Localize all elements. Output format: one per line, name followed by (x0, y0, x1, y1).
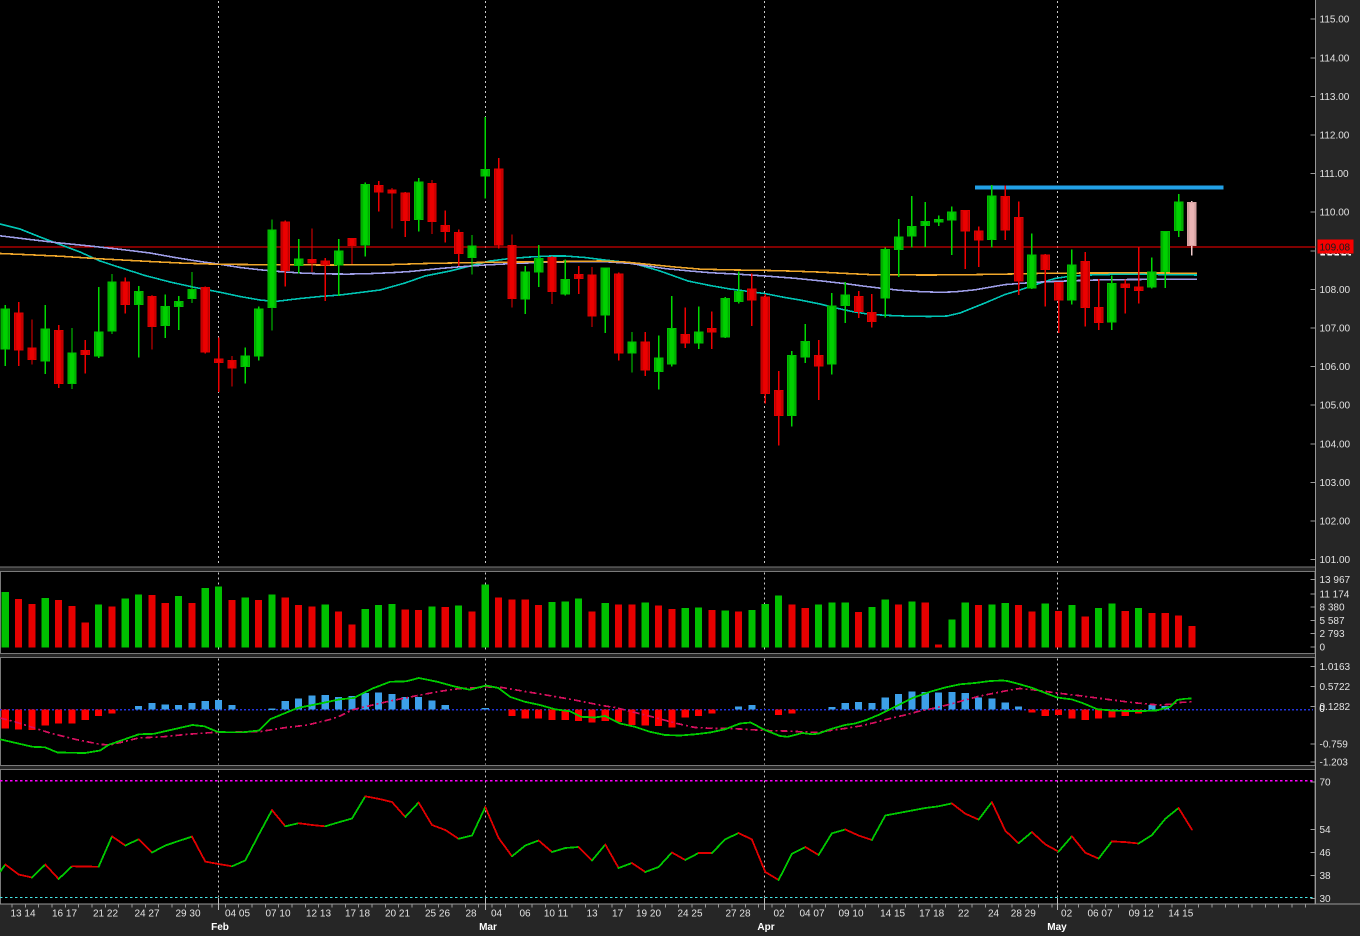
svg-text:113.00: 113.00 (1320, 92, 1350, 103)
svg-text:110.00: 110.00 (1320, 208, 1350, 219)
svg-text:25 26: 25 26 (425, 909, 450, 920)
svg-text:106.00: 106.00 (1320, 362, 1351, 373)
svg-text:0: 0 (1319, 704, 1325, 715)
svg-text:13 967: 13 967 (1320, 575, 1351, 586)
svg-text:107.00: 107.00 (1320, 324, 1351, 335)
svg-text:101.00: 101.00 (1320, 555, 1351, 566)
svg-text:14 15: 14 15 (1168, 909, 1193, 920)
svg-text:19 20: 19 20 (636, 909, 661, 920)
svg-text:8 380: 8 380 (1320, 603, 1345, 614)
svg-text:-0.759: -0.759 (1320, 740, 1349, 751)
svg-text:30: 30 (1320, 894, 1332, 905)
svg-text:29 30: 29 30 (175, 909, 200, 920)
svg-text:13: 13 (586, 909, 598, 920)
svg-text:04 07: 04 07 (799, 909, 824, 920)
svg-text:17: 17 (612, 909, 624, 920)
svg-text:114.00: 114.00 (1320, 53, 1350, 64)
svg-text:108.00: 108.00 (1320, 285, 1351, 296)
svg-text:17 18: 17 18 (919, 909, 944, 920)
svg-text:-1.203: -1.203 (1320, 758, 1349, 769)
svg-text:24 27: 24 27 (134, 909, 159, 920)
svg-text:12 13: 12 13 (306, 909, 331, 920)
svg-text:13 14: 13 14 (10, 909, 35, 920)
svg-text:28: 28 (465, 909, 477, 920)
svg-text:105.00: 105.00 (1320, 401, 1351, 412)
svg-text:70: 70 (1320, 778, 1332, 789)
svg-text:14 15: 14 15 (880, 909, 905, 920)
svg-text:10 11: 10 11 (544, 909, 569, 920)
svg-text:38: 38 (1320, 871, 1332, 882)
svg-text:02: 02 (1061, 909, 1073, 920)
svg-text:0.5722: 0.5722 (1320, 682, 1351, 693)
svg-text:0: 0 (1320, 643, 1326, 654)
svg-text:24 25: 24 25 (677, 909, 702, 920)
svg-text:04: 04 (491, 909, 503, 920)
svg-text:06: 06 (519, 909, 531, 920)
svg-text:115.00: 115.00 (1320, 15, 1350, 26)
svg-text:21 22: 21 22 (93, 909, 118, 920)
svg-text:May: May (1047, 922, 1067, 933)
svg-text:1.0163: 1.0163 (1320, 662, 1351, 673)
svg-text:06 07: 06 07 (1087, 909, 1112, 920)
svg-text:22: 22 (958, 909, 970, 920)
svg-text:111.00: 111.00 (1320, 169, 1350, 180)
svg-text:54: 54 (1320, 825, 1332, 836)
svg-text:16 17: 16 17 (52, 909, 77, 920)
svg-text:28 29: 28 29 (1011, 909, 1036, 920)
svg-text:0.1282: 0.1282 (1320, 702, 1351, 713)
svg-text:46: 46 (1320, 848, 1332, 859)
svg-text:104.00: 104.00 (1320, 439, 1351, 450)
svg-text:103.00: 103.00 (1320, 478, 1351, 489)
svg-text:11 174: 11 174 (1320, 590, 1350, 601)
svg-text:109.08: 109.08 (1320, 243, 1351, 254)
svg-text:5 587: 5 587 (1320, 616, 1345, 627)
svg-text:20 21: 20 21 (385, 909, 410, 920)
svg-text:09 12: 09 12 (1129, 909, 1154, 920)
svg-text:17 18: 17 18 (345, 909, 370, 920)
svg-text:Mar: Mar (479, 922, 497, 933)
svg-text:27 28: 27 28 (725, 909, 750, 920)
svg-text:09 10: 09 10 (838, 909, 863, 920)
svg-text:102.00: 102.00 (1320, 517, 1351, 528)
svg-text:04 05: 04 05 (225, 909, 250, 920)
svg-text:112.00: 112.00 (1320, 131, 1350, 142)
svg-text:24: 24 (988, 909, 1000, 920)
svg-text:2 793: 2 793 (1320, 629, 1345, 640)
svg-text:Apr: Apr (757, 922, 774, 933)
svg-text:02: 02 (773, 909, 785, 920)
svg-text:Feb: Feb (211, 922, 229, 933)
svg-text:07 10: 07 10 (265, 909, 290, 920)
